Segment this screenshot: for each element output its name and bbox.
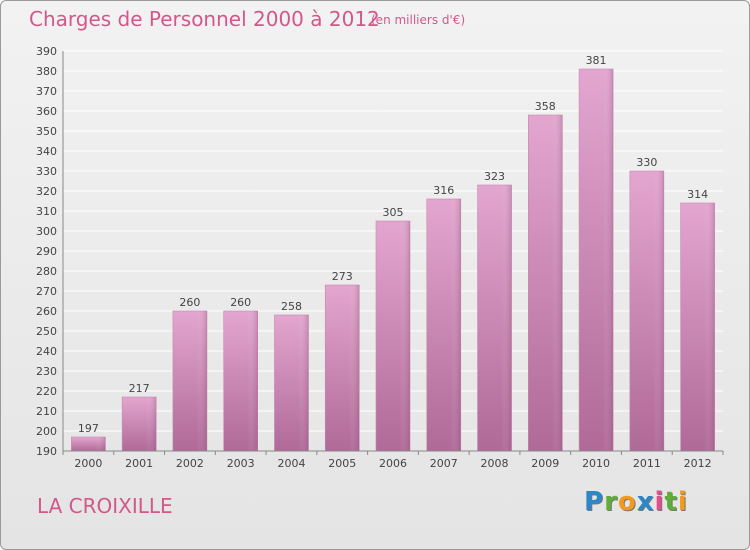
bar-shade	[680, 203, 715, 451]
logo-letter: r	[604, 487, 618, 517]
y-tick-label: 350	[36, 125, 57, 138]
x-tick-label: 2010	[582, 457, 610, 470]
x-tick-label: 2007	[430, 457, 458, 470]
x-axis: 2000 2001 2002 2003 2004 2005 2006 2007 2008 2009…	[62, 450, 724, 470]
y-tick-label: 390	[36, 45, 57, 58]
bar-shade	[426, 199, 461, 451]
logo-letter: o	[617, 487, 637, 517]
x-tick-label: 2009	[531, 457, 559, 470]
y-tick-label: 230	[36, 365, 57, 378]
bar-value-label: 358	[535, 100, 556, 113]
x-tick-label: 2002	[176, 457, 204, 470]
y-tick-label: 330	[36, 165, 57, 178]
bar-value-label: 260	[230, 296, 251, 309]
bar-shade	[274, 315, 309, 451]
y-tick-label: 310	[36, 205, 57, 218]
bar-shade	[223, 311, 258, 451]
y-tick-label: 370	[36, 85, 57, 98]
x-tick-label: 2001	[125, 457, 153, 470]
x-tick-label: 2005	[328, 457, 356, 470]
bar-shade	[528, 115, 563, 451]
y-tick-label: 210	[36, 405, 57, 418]
logo-letter: x	[636, 487, 655, 517]
logo-letter: P	[584, 487, 605, 517]
bar-value-label: 323	[484, 170, 505, 183]
y-tick-label: 380	[36, 65, 57, 78]
x-tick-label: 2012	[684, 457, 712, 470]
y-tick-label: 260	[36, 305, 57, 318]
bar-shade	[172, 311, 207, 451]
x-tick-label: 2000	[74, 457, 102, 470]
bar-value-label: 273	[332, 270, 353, 283]
y-tick-label: 240	[36, 345, 57, 358]
bar-shade	[376, 221, 410, 451]
bar-shade	[579, 69, 614, 451]
bar-value-label: 381	[586, 54, 607, 67]
bar-value-label: 258	[281, 300, 302, 313]
proxiti-logo: Proxiti	[584, 487, 688, 517]
y-tick-label: 200	[36, 425, 57, 438]
logo-letter: i	[677, 487, 688, 517]
y-tick-label: 270	[36, 285, 57, 298]
y-tick-label: 320	[36, 185, 57, 198]
bar-shade	[122, 397, 157, 451]
y-tick-label: 290	[36, 245, 57, 258]
y-axis: 190 200 210 220 230 240 250 260 270 280 290 300 310 3…	[36, 45, 64, 458]
y-tick-label: 300	[36, 225, 57, 238]
x-tick-label: 2008	[481, 457, 509, 470]
bar-value-label: 314	[687, 188, 708, 201]
y-tick-label: 220	[36, 385, 57, 398]
bar-value-label: 197	[78, 422, 99, 435]
bar-shade	[325, 285, 360, 451]
y-tick-label: 280	[36, 265, 57, 278]
bar-shade	[477, 185, 512, 451]
bar-shade	[71, 437, 106, 451]
chart-title: Charges de Personnel 2000 à 2012	[29, 7, 380, 31]
x-tick-label: 2011	[633, 457, 661, 470]
x-tick-label: 2003	[227, 457, 255, 470]
chart-subtitle: (en milliers d'€)	[371, 13, 466, 27]
bar-shade	[629, 171, 664, 451]
y-tick-label: 360	[36, 105, 57, 118]
logo-letter: t	[664, 487, 678, 517]
y-tick-label: 250	[36, 325, 57, 338]
bars: 197 217 260 260 258 273 305 316 323 358 381 330 314	[71, 54, 715, 452]
bar-value-label: 305	[383, 206, 404, 219]
commune-name: LA CROIXILLE	[37, 494, 173, 518]
x-tick-label: 2004	[277, 457, 305, 470]
x-tick-label: 2006	[379, 457, 407, 470]
bar-value-label: 316	[433, 184, 454, 197]
y-tick-label: 190	[36, 445, 57, 458]
logo-letter: i	[654, 487, 665, 517]
bar-value-label: 260	[179, 296, 200, 309]
bar-value-label: 217	[129, 382, 150, 395]
bar-value-label: 330	[636, 156, 657, 169]
y-tick-label: 340	[36, 145, 57, 158]
